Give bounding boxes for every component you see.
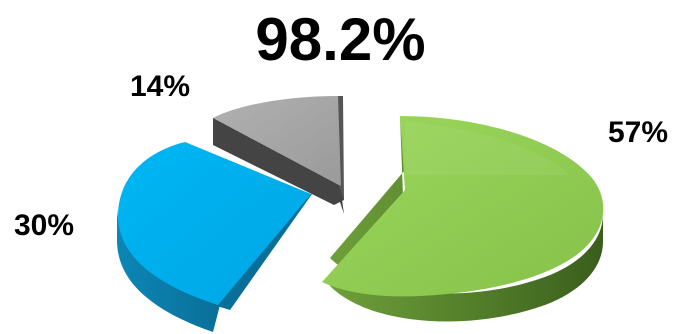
slice-14 <box>213 96 344 214</box>
slice-57-top <box>322 116 604 297</box>
slice-57-side <box>330 116 603 322</box>
slice-30 <box>117 142 312 332</box>
slice-label-14: 14% <box>130 70 191 103</box>
slice-57 <box>322 116 604 322</box>
slice-label-57: 57% <box>608 116 669 149</box>
slice-30-top <box>118 142 311 305</box>
slice-30-side <box>117 206 220 332</box>
chart-title: 98.2% <box>255 6 426 73</box>
slice-label-30: 30% <box>14 209 75 242</box>
slice-14-top <box>213 96 341 186</box>
slice-14-front <box>213 118 344 205</box>
slice-57-highlight <box>405 122 570 175</box>
slice-30-right-side <box>217 194 312 310</box>
